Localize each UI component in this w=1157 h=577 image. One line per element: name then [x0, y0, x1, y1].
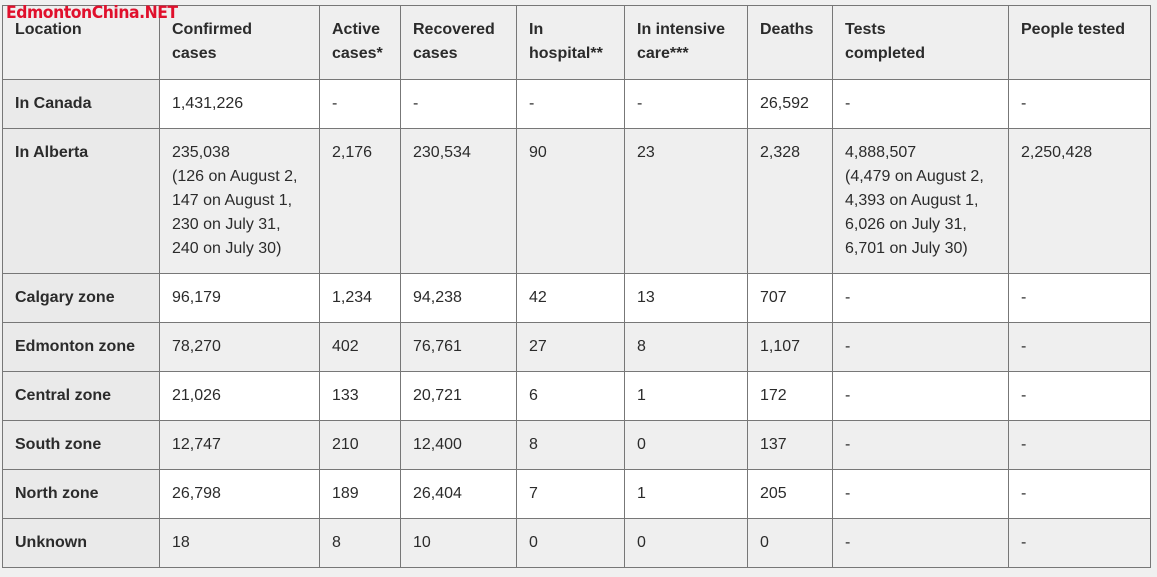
cell-people-tested: -: [1008, 469, 1151, 519]
cell-location: In Canada: [2, 79, 160, 129]
cell-recovered: 94,238: [400, 273, 517, 323]
cell-tests: -: [832, 420, 1009, 470]
table-row: Central zone 21,026 133 20,721 6 1 172 -…: [2, 371, 1151, 421]
cell-deaths: 205: [747, 469, 833, 519]
watermark-logo: EdmontonChina.NET: [6, 3, 178, 23]
cell-icu: 23: [624, 128, 748, 274]
cell-recovered: 10: [400, 518, 517, 568]
header-active: Active cases*: [319, 5, 401, 80]
cell-hospital: 27: [516, 322, 625, 372]
cell-recovered: 26,404: [400, 469, 517, 519]
header-recovered: Recovered cases: [400, 5, 517, 80]
cell-deaths: 26,592: [747, 79, 833, 129]
cell-recovered: 76,761: [400, 322, 517, 372]
cell-confirmed: 1,431,226: [159, 79, 320, 129]
cell-people-tested: 2,250,428: [1008, 128, 1151, 274]
cell-deaths: 137: [747, 420, 833, 470]
cell-people-tested: -: [1008, 420, 1151, 470]
cell-hospital: 8: [516, 420, 625, 470]
cell-recovered: -: [400, 79, 517, 129]
cell-tests: -: [832, 371, 1009, 421]
cell-icu: 0: [624, 420, 748, 470]
cell-location: North zone: [2, 469, 160, 519]
cell-icu: 1: [624, 371, 748, 421]
covid-stats-table-container: Location Confirmed cases Active cases* Rec…: [2, 5, 1151, 568]
cell-active: -: [319, 79, 401, 129]
cell-recovered: 230,534: [400, 128, 517, 274]
cell-active: 8: [319, 518, 401, 568]
cell-hospital: 42: [516, 273, 625, 323]
cell-confirmed: 96,179: [159, 273, 320, 323]
cell-hospital: 6: [516, 371, 625, 421]
cell-tests: -: [832, 79, 1009, 129]
cell-confirmed: 26,798: [159, 469, 320, 519]
cell-recovered: 12,400: [400, 420, 517, 470]
cell-active: 2,176: [319, 128, 401, 274]
cell-location: Unknown: [2, 518, 160, 568]
cell-deaths: 1,107: [747, 322, 833, 372]
table-row: In Canada 1,431,226 - - - - 26,592 - -: [2, 79, 1151, 129]
cell-tests: -: [832, 322, 1009, 372]
cell-confirmed: 235,038 (126 on August 2, 147 on August …: [159, 128, 320, 274]
covid-stats-table: Location Confirmed cases Active cases* Rec…: [2, 5, 1151, 568]
header-deaths: Deaths: [747, 5, 833, 80]
cell-confirmed: 12,747: [159, 420, 320, 470]
cell-tests: -: [832, 518, 1009, 568]
cell-people-tested: -: [1008, 371, 1151, 421]
header-confirmed: Confirmed cases: [159, 5, 320, 80]
table-row: Calgary zone 96,179 1,234 94,238 42 13 7…: [2, 273, 1151, 323]
cell-deaths: 2,328: [747, 128, 833, 274]
cell-confirmed: 78,270: [159, 322, 320, 372]
cell-confirmed: 18: [159, 518, 320, 568]
table-row: In Alberta 235,038 (126 on August 2, 147…: [2, 128, 1151, 274]
cell-tests: -: [832, 469, 1009, 519]
cell-location: Central zone: [2, 371, 160, 421]
table-row: North zone 26,798 189 26,404 7 1 205 - -: [2, 469, 1151, 519]
cell-icu: 0: [624, 518, 748, 568]
cell-active: 1,234: [319, 273, 401, 323]
cell-deaths: 707: [747, 273, 833, 323]
table-row: South zone 12,747 210 12,400 8 0 137 - -: [2, 420, 1151, 470]
cell-active: 189: [319, 469, 401, 519]
cell-deaths: 0: [747, 518, 833, 568]
table-row: Edmonton zone 78,270 402 76,761 27 8 1,1…: [2, 322, 1151, 372]
header-location: Location: [2, 5, 160, 80]
header-hospital: In hospital**: [516, 5, 625, 80]
cell-icu: 1: [624, 469, 748, 519]
cell-hospital: -: [516, 79, 625, 129]
cell-location: Calgary zone: [2, 273, 160, 323]
cell-hospital: 90: [516, 128, 625, 274]
table-row: Unknown 18 8 10 0 0 0 - -: [2, 518, 1151, 568]
cell-active: 402: [319, 322, 401, 372]
cell-people-tested: -: [1008, 518, 1151, 568]
cell-people-tested: -: [1008, 322, 1151, 372]
header-row: Location Confirmed cases Active cases* Rec…: [2, 5, 1151, 80]
cell-hospital: 0: [516, 518, 625, 568]
cell-active: 133: [319, 371, 401, 421]
header-people-tested: People tested: [1008, 5, 1151, 80]
header-icu: In intensive care***: [624, 5, 748, 80]
cell-icu: 13: [624, 273, 748, 323]
cell-recovered: 20,721: [400, 371, 517, 421]
cell-location: In Alberta: [2, 128, 160, 274]
cell-tests: -: [832, 273, 1009, 323]
cell-icu: 8: [624, 322, 748, 372]
cell-active: 210: [319, 420, 401, 470]
header-tests: Tests completed: [832, 5, 1009, 80]
cell-people-tested: -: [1008, 273, 1151, 323]
cell-deaths: 172: [747, 371, 833, 421]
cell-location: Edmonton zone: [2, 322, 160, 372]
cell-people-tested: -: [1008, 79, 1151, 129]
cell-icu: -: [624, 79, 748, 129]
cell-tests: 4,888,507 (4,479 on August 2, 4,393 on A…: [832, 128, 1009, 274]
cell-confirmed: 21,026: [159, 371, 320, 421]
cell-hospital: 7: [516, 469, 625, 519]
cell-location: South zone: [2, 420, 160, 470]
